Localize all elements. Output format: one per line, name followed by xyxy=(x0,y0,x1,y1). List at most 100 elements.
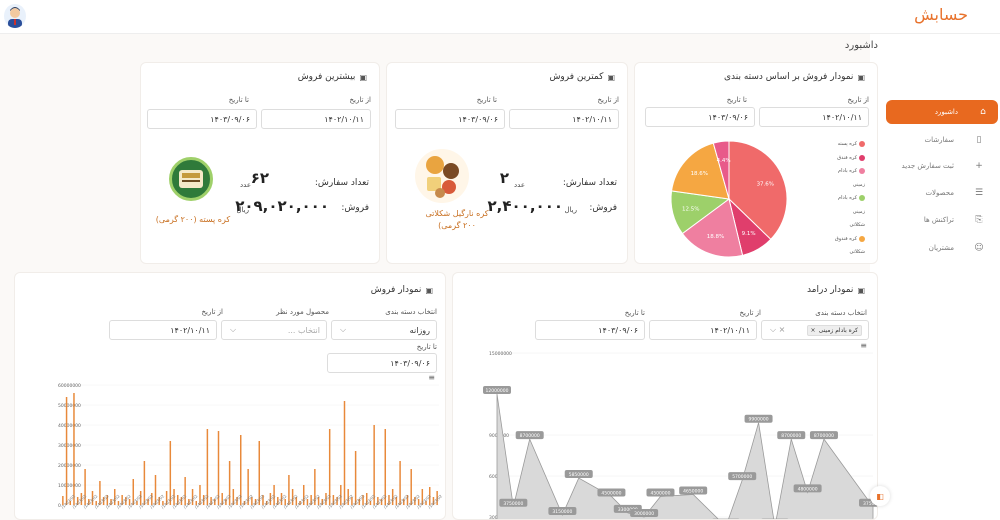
bar[interactable] xyxy=(113,489,116,505)
bar[interactable] xyxy=(377,497,379,505)
bar[interactable] xyxy=(325,493,327,505)
bar[interactable] xyxy=(221,493,223,505)
bar[interactable] xyxy=(62,496,64,505)
bar[interactable] xyxy=(173,489,175,505)
side-panel-button[interactable]: ◧ xyxy=(870,486,890,506)
bar[interactable] xyxy=(365,493,368,505)
legend-item[interactable]: کره فندوق xyxy=(835,235,865,242)
bar[interactable] xyxy=(180,497,183,505)
bar[interactable] xyxy=(395,497,398,505)
bar[interactable] xyxy=(121,495,123,505)
selected-category-chip[interactable]: کره بادام زمینی × xyxy=(806,324,862,336)
bar[interactable] xyxy=(362,495,364,505)
bar[interactable] xyxy=(99,481,101,505)
bar[interactable] xyxy=(414,497,416,505)
bar[interactable] xyxy=(143,461,146,505)
bar[interactable] xyxy=(410,469,412,505)
bar[interactable] xyxy=(354,451,357,505)
bar[interactable] xyxy=(128,499,131,505)
pie-slice[interactable] xyxy=(671,142,730,200)
product-select[interactable]: انتخاب ... ⌵ xyxy=(221,320,327,340)
bar[interactable] xyxy=(347,489,349,505)
bar[interactable] xyxy=(332,495,335,505)
sidebar-item-products[interactable]: ☰ محصولات xyxy=(884,181,994,205)
sidebar-item-dashboard[interactable]: ⌂ داشبورد xyxy=(886,100,998,124)
bar[interactable] xyxy=(225,499,227,505)
bar[interactable] xyxy=(184,477,186,505)
chevron-down-icon[interactable]: ⌵ xyxy=(340,325,347,334)
bar[interactable] xyxy=(210,497,212,505)
legend-item[interactable]: کره فندق xyxy=(837,154,865,161)
bar[interactable] xyxy=(432,497,435,505)
user-avatar[interactable] xyxy=(4,4,26,28)
bar[interactable] xyxy=(106,495,109,505)
bar[interactable] xyxy=(262,495,264,505)
bar[interactable] xyxy=(403,499,405,505)
to-date-field[interactable]: ۱۴۰۳/۰۹/۰۶ xyxy=(147,109,257,129)
bar[interactable] xyxy=(254,499,257,505)
bar[interactable] xyxy=(169,441,172,505)
to-date-field[interactable]: ۱۴۰۳/۰۹/۰۶ xyxy=(327,353,437,373)
bar[interactable] xyxy=(288,475,290,505)
bar[interactable] xyxy=(358,499,361,505)
bar[interactable] xyxy=(299,501,301,505)
bar[interactable] xyxy=(162,501,164,505)
bar[interactable] xyxy=(380,499,383,505)
bar[interactable] xyxy=(117,501,120,505)
bar[interactable] xyxy=(69,501,72,505)
bar[interactable] xyxy=(336,497,338,505)
chart-menu-icon[interactable]: ≡ xyxy=(860,341,867,350)
pie-slice[interactable] xyxy=(681,198,744,258)
bar[interactable] xyxy=(73,393,75,505)
bar[interactable] xyxy=(239,435,242,505)
bar[interactable] xyxy=(199,485,201,505)
from-date-field[interactable]: ۱۴۰۲/۱۰/۱۱ xyxy=(509,109,619,129)
bar[interactable] xyxy=(251,497,253,505)
to-date-field[interactable]: ۱۴۰۳/۰۹/۰۶ xyxy=(395,109,505,129)
bar[interactable] xyxy=(273,485,275,505)
bar[interactable] xyxy=(314,469,316,505)
bar[interactable] xyxy=(206,429,209,505)
bar[interactable] xyxy=(302,485,305,505)
bar[interactable] xyxy=(269,493,272,505)
bar[interactable] xyxy=(165,491,168,505)
bar[interactable] xyxy=(417,499,420,505)
bar[interactable] xyxy=(321,499,324,505)
bar[interactable] xyxy=(280,493,283,505)
bar[interactable] xyxy=(95,501,97,505)
bar[interactable] xyxy=(306,499,309,505)
legend-item[interactable]: شکلاتی xyxy=(850,249,866,255)
legend-item[interactable]: کره پسته xyxy=(838,141,865,147)
bar[interactable] xyxy=(217,431,220,505)
bar[interactable] xyxy=(384,429,387,505)
chart-menu-icon[interactable]: ≡ xyxy=(428,373,435,382)
bar[interactable] xyxy=(136,501,138,505)
bar[interactable] xyxy=(232,489,235,505)
legend-item[interactable]: کره بادام xyxy=(838,168,865,174)
sidebar-item-new-order[interactable]: + ثبت سفارش جدید xyxy=(884,154,994,178)
bar[interactable] xyxy=(351,497,353,505)
bar[interactable] xyxy=(228,461,231,505)
area-series[interactable] xyxy=(496,393,874,520)
bar[interactable] xyxy=(191,489,194,505)
bar[interactable] xyxy=(202,495,205,505)
bar[interactable] xyxy=(147,499,149,505)
bar[interactable] xyxy=(158,497,160,505)
bar[interactable] xyxy=(388,495,390,505)
close-icon[interactable]: × xyxy=(810,326,816,334)
to-date-field[interactable]: ۱۴۰۳/۰۹/۰۶ xyxy=(645,107,755,127)
bar[interactable] xyxy=(291,489,294,505)
bar[interactable] xyxy=(373,425,375,505)
bar[interactable] xyxy=(284,499,286,505)
bar[interactable] xyxy=(421,489,424,505)
bar[interactable] xyxy=(151,493,153,505)
bar[interactable] xyxy=(310,495,312,505)
sidebar-item-customers[interactable]: ☺ مشتریان xyxy=(884,236,994,260)
bar[interactable] xyxy=(243,501,246,505)
from-date-field[interactable]: ۱۴۰۲/۱۰/۱۱ xyxy=(109,320,217,340)
category-select[interactable]: روزانه ⌵ xyxy=(331,320,437,340)
bar[interactable] xyxy=(428,487,431,505)
sidebar-item-orders[interactable]: ▯ سفارشات xyxy=(884,128,994,152)
bar[interactable] xyxy=(343,401,346,505)
legend-item[interactable]: زمینی xyxy=(853,209,865,215)
